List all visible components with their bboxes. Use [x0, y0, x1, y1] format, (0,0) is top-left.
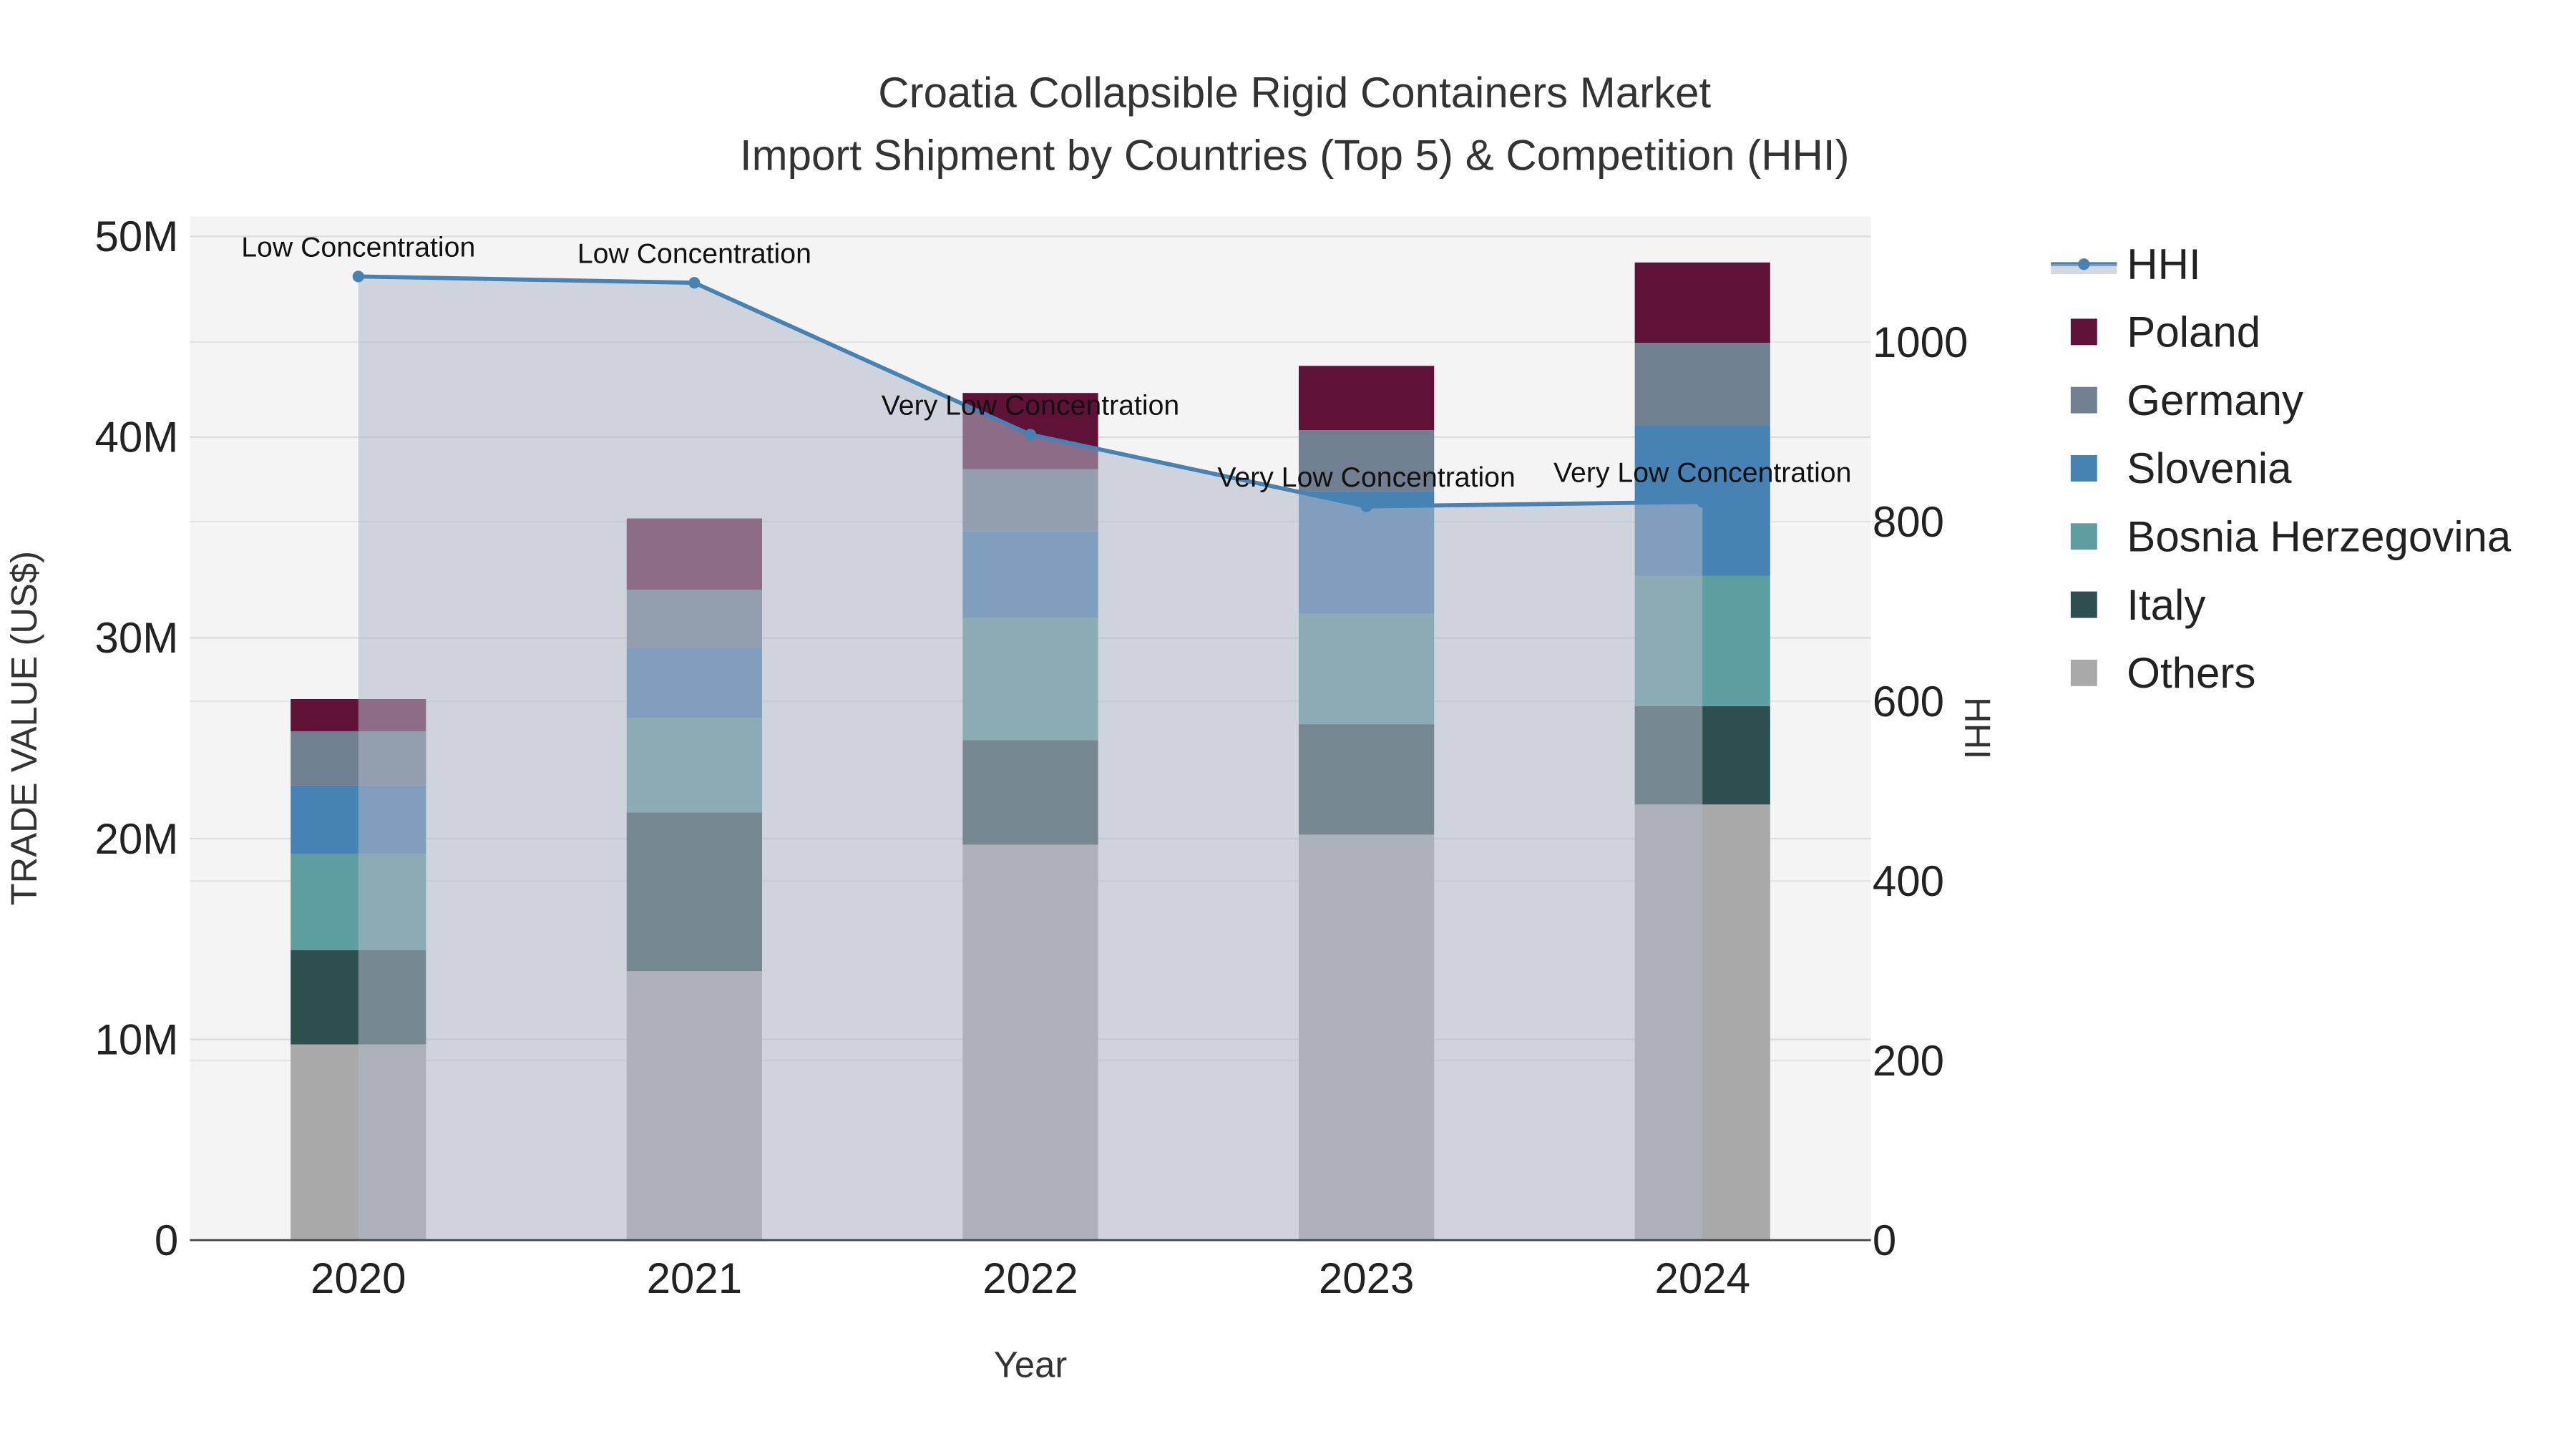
bar-poland-2024 [1634, 262, 1770, 343]
hhi-annotation: Low Concentration [241, 232, 475, 263]
legend-label: Poland [2127, 308, 2260, 356]
legend-swatch-slovenia [2070, 455, 2097, 482]
hhi-annotation: Very Low Concentration [882, 390, 1179, 421]
legend-swatch-others [2070, 659, 2097, 686]
y-tick-label: 40M [95, 414, 179, 462]
hhi-point-2023 [1360, 500, 1372, 512]
y-tick-label: 30M [95, 614, 179, 662]
legend-hhi-marker [2078, 258, 2090, 270]
x-tick-label: 2020 [311, 1254, 406, 1302]
y2-tick-label: 400 [1873, 857, 1944, 905]
y2-tick-label: 800 [1873, 498, 1944, 546]
bar-poland-2023 [1299, 366, 1435, 431]
legend-swatch-germany [2070, 386, 2097, 414]
hhi-point-2022 [1024, 429, 1037, 441]
x-tick-label: 2023 [1319, 1254, 1414, 1302]
y2-tick-label: 200 [1873, 1037, 1944, 1085]
x-axis-title: Year [994, 1345, 1068, 1385]
bar-germany-2023 [1299, 430, 1435, 492]
legend-swatch-bosnia-herzegovina [2070, 523, 2097, 550]
y2-tick-label: 1000 [1873, 318, 1968, 366]
legend-label: Germany [2127, 376, 2303, 424]
x-tick-label: 2021 [647, 1254, 742, 1302]
legend-swatch-italy [2070, 591, 2097, 618]
hhi-point-2024 [1697, 496, 1709, 508]
legend-label-hhi: HHI [2127, 240, 2200, 288]
x-tick-label: 2024 [1654, 1254, 1750, 1302]
hhi-area [358, 276, 1703, 1241]
x-tick-label: 2022 [982, 1254, 1078, 1302]
chart-title: Croatia Collapsible Rigid Containers Mar… [878, 69, 1711, 117]
y-axis-title: TRADE VALUE (US$) [4, 551, 44, 905]
y2-tick-label: 0 [1873, 1216, 1896, 1264]
y-tick-label: 10M [95, 1015, 179, 1063]
y2-tick-label: 600 [1873, 678, 1944, 726]
chart-subtitle: Import Shipment by Countries (Top 5) & C… [740, 132, 1850, 180]
hhi-annotation: Low Concentration [577, 238, 811, 269]
legend-label: Slovenia [2127, 444, 2292, 492]
bar-germany-2024 [1634, 343, 1770, 426]
legend-label: Others [2127, 649, 2255, 697]
hhi-annotation: Very Low Concentration [1217, 462, 1515, 493]
legend-label: Italy [2127, 581, 2205, 629]
y-tick-label: 0 [155, 1216, 178, 1264]
legend-label: Bosnia Herzegovina [2127, 513, 2512, 561]
y2-axis-title: HHI [1957, 697, 1998, 759]
legend-swatch-poland [2070, 318, 2097, 346]
y-tick-label: 20M [95, 815, 179, 863]
hhi-point-2021 [688, 277, 701, 289]
hhi-point-2020 [352, 270, 364, 283]
hhi-annotation: Very Low Concentration [1553, 457, 1851, 489]
y-tick-label: 50M [95, 213, 179, 260]
